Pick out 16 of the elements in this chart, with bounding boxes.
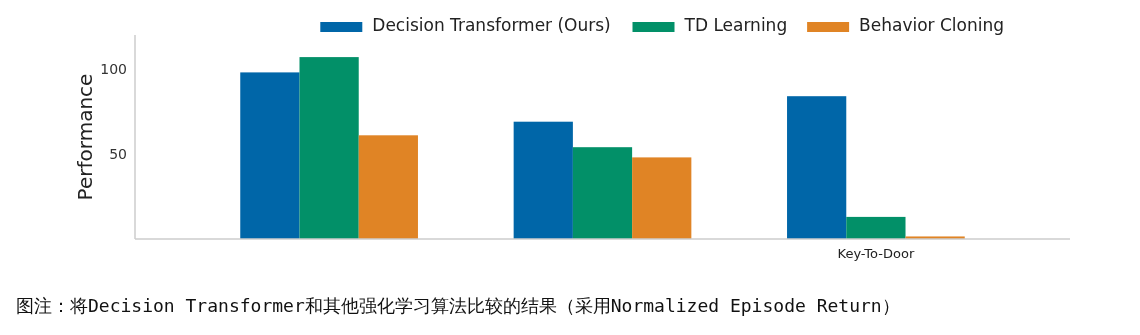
y-axis-title: Performance (73, 73, 97, 201)
x-tick-label: Key-To-Door (837, 246, 915, 261)
bar (299, 57, 359, 239)
legend-label: Behavior Cloning (859, 15, 1005, 35)
bar (513, 121, 573, 239)
y-tick-label: 50 (109, 145, 127, 162)
legend-label: Decision Transformer (Ours) (372, 15, 611, 35)
y-tick-label: 100 (100, 60, 127, 77)
text: 图注：将Decision Transformer和其他强化学习算法比较的结果（采用Normalized Episode Return） (16, 295, 900, 316)
bar (358, 135, 418, 239)
bar (846, 216, 906, 239)
legend-label: TD Learning (683, 15, 788, 35)
bar (240, 72, 300, 239)
bar (632, 157, 692, 239)
bar (787, 96, 847, 239)
bar (572, 147, 633, 239)
